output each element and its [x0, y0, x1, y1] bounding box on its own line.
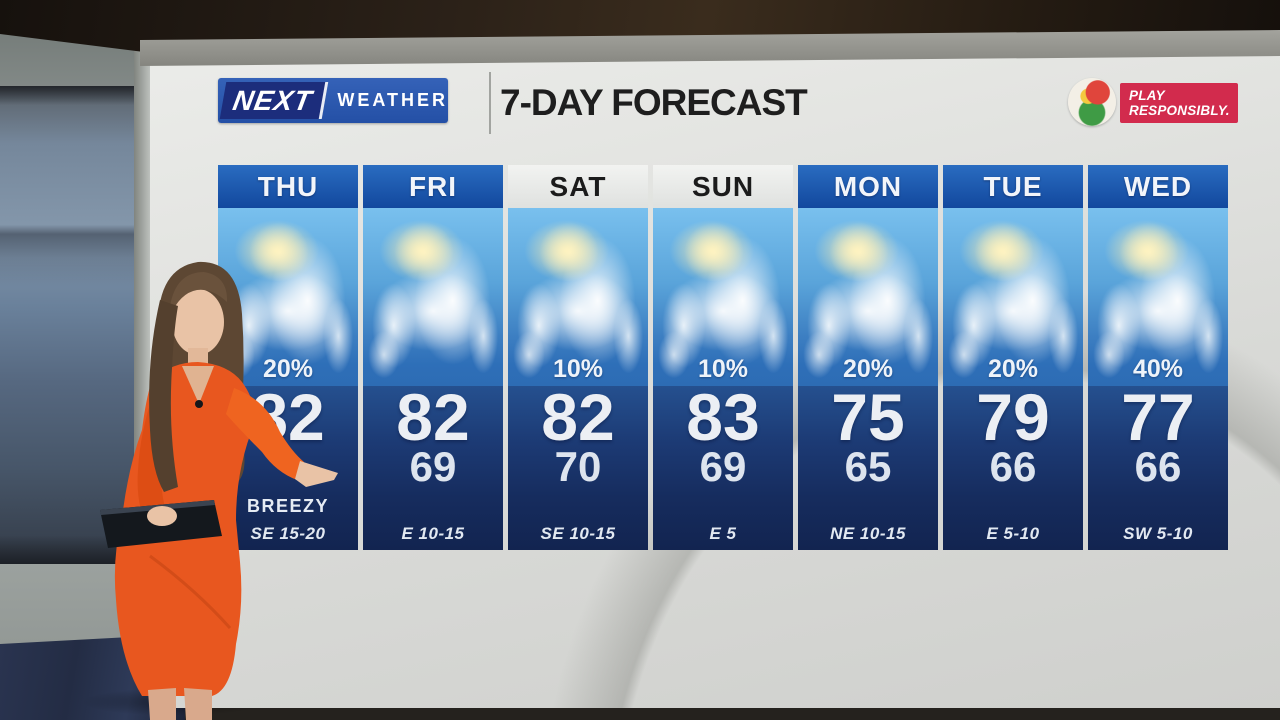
partly-cloudy-graphic: 10% — [653, 208, 793, 386]
day-header: MON — [798, 165, 938, 208]
precip-chance: 20% — [262, 355, 314, 383]
wind-label: SE 15-20 — [250, 524, 326, 543]
presenter-face — [172, 289, 224, 355]
next-logo-badge: NEXT — [219, 82, 329, 119]
day-header: TUE — [943, 165, 1083, 208]
lottery-logo — [1068, 78, 1116, 126]
dress-wrap-seam — [149, 554, 232, 630]
high-temp: 75 — [831, 380, 905, 454]
presenter-hair-front — [170, 272, 228, 316]
wind-label: SW 5-10 — [1123, 524, 1193, 543]
wind-label: SE 10-15 — [540, 524, 616, 543]
next-weather-logo: NEXT WEATHER — [218, 78, 448, 123]
low-temp: 70 — [554, 443, 602, 490]
day-header: FRI — [363, 165, 503, 208]
clouds-icon — [798, 261, 938, 386]
low-temp: 66 — [1134, 443, 1182, 490]
precip-chance: 20% — [842, 355, 894, 383]
presenter-legs — [148, 688, 212, 720]
day-header: WED — [1088, 165, 1228, 208]
clouds-icon — [943, 261, 1083, 386]
day-header: THU — [218, 165, 358, 208]
brand-weather-label: WEATHER — [337, 90, 448, 110]
temps-panel: 83 69 E 5 — [653, 380, 793, 550]
low-temp: 66 — [989, 443, 1037, 490]
temps-panel: 79 66 E 5-10 — [943, 380, 1083, 550]
wind-label: NE 10-15 — [830, 524, 906, 543]
sponsor-line2: RESPONSIBLY. — [1129, 103, 1230, 118]
high-temp: 83 — [686, 380, 760, 454]
precip-chance: 20% — [987, 355, 1039, 383]
pointing-hand — [295, 461, 338, 487]
clouds-icon — [1088, 261, 1228, 386]
high-temp: 79 — [976, 380, 1050, 454]
high-temp: 82 — [541, 380, 615, 454]
day-header: SUN — [653, 165, 793, 208]
temps-panel: 82 70 SE 10-15 — [508, 380, 648, 550]
low-temp: 69 — [699, 443, 747, 490]
mic-icon — [195, 400, 203, 408]
day-column-tue: TUE 20% 79 66 E 5-10 — [943, 165, 1083, 550]
temps-panel: 82 69 E 10-15 — [363, 380, 503, 550]
hair-strand — [149, 300, 178, 492]
precip-chance: 10% — [552, 355, 604, 383]
brand-next-label: NEXT — [230, 84, 315, 116]
temps-panel: 77 66 SW 5-10 — [1088, 380, 1228, 550]
day-header: SAT — [508, 165, 648, 208]
temps-panel: 75 65 NE 10-15 — [798, 380, 938, 550]
day-column-mon: MON 20% 75 65 NE 10-15 — [798, 165, 938, 550]
partly-cloudy-graphic: 10% — [508, 208, 648, 386]
day-column-sun: SUN 10% 83 69 E 5 — [653, 165, 793, 550]
low-temp: 65 — [844, 443, 892, 490]
day-column-fri: FRI 82 69 E 10-15 — [363, 165, 503, 550]
day-column-wed: WED 40% 77 66 SW 5-10 — [1088, 165, 1228, 550]
partly-cloudy-graphic: 20% — [943, 208, 1083, 386]
precip-chance: 40% — [1132, 355, 1184, 383]
wind-label: E 5-10 — [986, 524, 1040, 543]
partly-cloudy-graphic — [363, 208, 503, 386]
sponsor-line1: PLAY — [1129, 88, 1165, 103]
wind-label: E 10-15 — [401, 524, 465, 543]
page-title: 7-DAY FORECAST — [500, 82, 808, 123]
clouds-icon — [508, 261, 648, 386]
clouds-icon — [363, 261, 503, 386]
partly-cloudy-graphic: 40% — [1088, 208, 1228, 386]
presenter-pointing-arm — [226, 388, 304, 480]
precip-chance: 10% — [697, 355, 749, 383]
weather-presenter — [100, 261, 338, 720]
studio-video-wall — [0, 86, 142, 564]
header-divider — [489, 72, 491, 134]
wind-label: E 5 — [709, 524, 737, 543]
condition-label: BREEZY — [246, 496, 329, 516]
high-temp: 82 — [396, 380, 470, 454]
day-column-sat: SAT 10% 82 70 SE 10-15 — [508, 165, 648, 550]
high-temp: 77 — [1121, 380, 1195, 454]
left-hand — [147, 506, 177, 526]
clouds-icon — [653, 261, 793, 386]
presenter-vneck — [182, 366, 214, 404]
partly-cloudy-graphic: 20% — [798, 208, 938, 386]
low-temp: 69 — [409, 443, 457, 490]
play-responsibly-badge: PLAY RESPONSIBLY. — [1120, 83, 1238, 123]
